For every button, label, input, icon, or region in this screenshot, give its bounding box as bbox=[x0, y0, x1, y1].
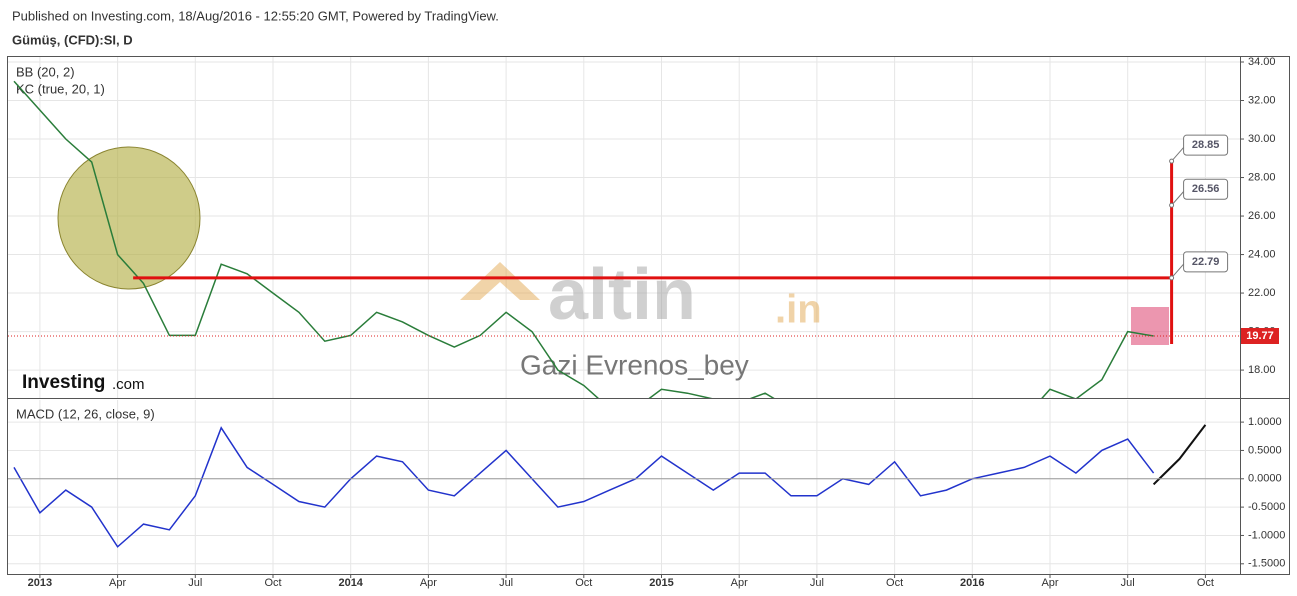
highlight-circle bbox=[57, 146, 201, 290]
highlight-box bbox=[1131, 307, 1169, 345]
indicator: BB (20, 2) bbox=[16, 64, 75, 79]
series-line bbox=[13, 80, 1154, 398]
y-tick-label: -0.5000 bbox=[1248, 501, 1285, 513]
x-tick-label: 2016 bbox=[960, 577, 984, 589]
y-tick-label: 32.00 bbox=[1248, 94, 1276, 106]
y-tick-label: 30.00 bbox=[1248, 133, 1276, 145]
y-tick-label: 0.0000 bbox=[1248, 473, 1282, 485]
x-tick-label: Apr bbox=[109, 577, 126, 589]
x-tick-label: Apr bbox=[420, 577, 437, 589]
y-tick-label: 26.00 bbox=[1248, 210, 1276, 222]
x-tick-label: 2014 bbox=[338, 577, 363, 589]
callout-box bbox=[1183, 134, 1229, 156]
y-tick-label: 34.00 bbox=[1248, 56, 1276, 68]
y-tick-label: -1.5000 bbox=[1248, 558, 1285, 570]
logo: Investing bbox=[22, 372, 105, 393]
y-tick-label: 1.0000 bbox=[1248, 416, 1282, 428]
plot bbox=[13, 80, 1154, 398]
watermark-suffix: .in bbox=[775, 288, 822, 332]
callout-label: 26.56 bbox=[1192, 183, 1220, 195]
y-tick-label: 18.00 bbox=[1248, 364, 1276, 376]
x-tick-label: Jul bbox=[810, 577, 824, 589]
x-tick-label: Jul bbox=[499, 577, 513, 589]
callout-box bbox=[1183, 251, 1229, 273]
x-tick-label: 2015 bbox=[649, 577, 673, 589]
callout-label: 28.85 bbox=[1192, 139, 1220, 151]
x-tick-label: Oct bbox=[264, 577, 281, 589]
x-tick-label: Jul bbox=[1121, 577, 1135, 589]
callout-label: 22.79 bbox=[1192, 256, 1220, 268]
series-line bbox=[13, 426, 1155, 548]
y-tick-label: 22.00 bbox=[1248, 287, 1276, 299]
series-line bbox=[1152, 424, 1207, 486]
watermark: altin bbox=[548, 255, 696, 335]
last-price-label: 19.77 bbox=[1246, 330, 1274, 342]
author: Gazi Evrenos_bey bbox=[520, 349, 749, 380]
last-price-box bbox=[1241, 328, 1279, 344]
x-tick-label: Jul bbox=[188, 577, 202, 589]
macd-title: MACD (12, 26, close, 9) bbox=[16, 406, 155, 421]
y-tick-label: 24.00 bbox=[1248, 248, 1276, 260]
callout-dot bbox=[1169, 158, 1175, 164]
y-tick-label: 0.5000 bbox=[1248, 444, 1282, 456]
callout-box bbox=[1183, 178, 1229, 200]
x-tick-label: Apr bbox=[1041, 577, 1058, 589]
indicator: KC (true, 20, 1) bbox=[16, 81, 105, 96]
x-tick-label: Apr bbox=[731, 577, 748, 589]
symbol: Gümüş, (CFD):SI, D bbox=[12, 32, 133, 47]
published: Published on Investing.com, 18/Aug/2016 … bbox=[12, 8, 499, 23]
callout-dot bbox=[1169, 202, 1175, 208]
y-tick-label: 28.00 bbox=[1248, 171, 1276, 183]
logo-suffix: .com bbox=[112, 376, 145, 393]
plot bbox=[8, 424, 1240, 548]
x-tick-label: 2013 bbox=[28, 577, 52, 589]
y-tick-label: -1.0000 bbox=[1248, 529, 1285, 541]
watermark-icon bbox=[460, 262, 540, 300]
callout-dot bbox=[1169, 275, 1175, 281]
x-tick-label: Oct bbox=[1197, 577, 1214, 589]
x-tick-label: Oct bbox=[886, 577, 903, 589]
x-tick-label: Oct bbox=[575, 577, 592, 589]
